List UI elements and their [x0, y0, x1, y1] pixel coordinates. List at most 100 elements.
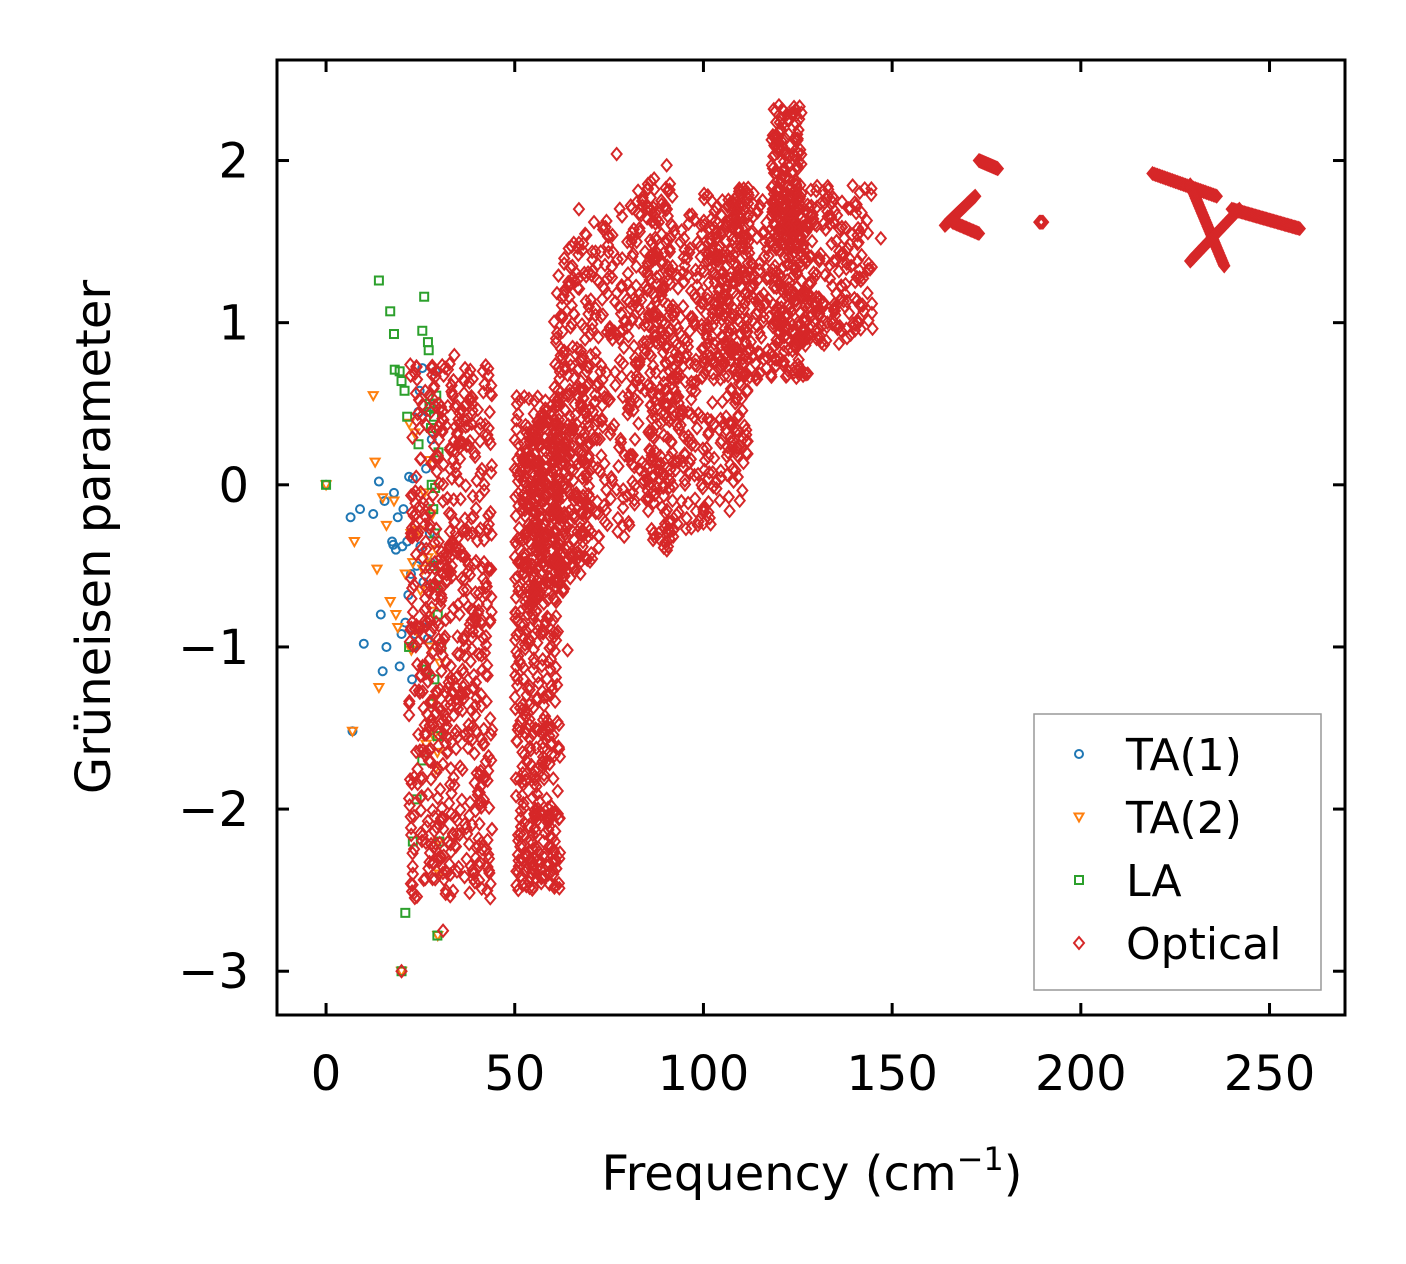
- data-point: [449, 838, 463, 855]
- data-point: [549, 330, 563, 347]
- data-point: [683, 244, 696, 261]
- data-point: [403, 797, 416, 814]
- data-point: [739, 427, 753, 443]
- data-point: [544, 628, 557, 645]
- data-point: [792, 146, 805, 162]
- data-point: [485, 821, 499, 837]
- data-point: [991, 161, 1005, 177]
- data-point: [462, 730, 475, 746]
- data-point: [422, 337, 433, 348]
- data-point: [562, 504, 575, 520]
- data-point: [542, 809, 556, 825]
- y-tick-label: 0: [218, 458, 249, 514]
- data-point: [749, 367, 763, 383]
- data-point: [580, 466, 593, 482]
- data-point: [519, 708, 532, 725]
- data-point: [658, 198, 672, 214]
- data-point: [413, 420, 426, 436]
- data-point: [842, 200, 855, 216]
- data-point: [551, 393, 565, 409]
- data-point: [1217, 258, 1231, 274]
- data-point: [786, 343, 799, 359]
- data-point: [545, 746, 558, 762]
- data-point: [458, 816, 472, 832]
- data-point: [732, 407, 745, 423]
- data-point: [599, 219, 612, 235]
- data-point: [808, 216, 822, 232]
- data-point: [740, 383, 754, 399]
- data-point: [681, 404, 695, 420]
- data-point: [858, 180, 872, 197]
- data-point: [468, 707, 482, 723]
- data-point: [620, 292, 634, 308]
- data-point: [663, 449, 677, 465]
- data-point: [777, 354, 791, 370]
- data-point: [549, 523, 562, 540]
- data-point: [671, 516, 684, 532]
- data-point: [536, 749, 550, 765]
- data-point: [407, 508, 421, 524]
- data-point: [485, 526, 498, 542]
- data-point: [426, 694, 440, 710]
- data-point: [697, 186, 711, 202]
- data-point: [762, 248, 775, 264]
- data-point: [592, 528, 606, 545]
- data-point: [667, 303, 681, 319]
- data-point: [725, 339, 738, 355]
- data-point: [642, 318, 655, 334]
- data-point: [529, 504, 543, 520]
- data-point: [647, 430, 661, 446]
- data-point: [388, 539, 399, 550]
- data-point: [470, 533, 484, 549]
- data-point: [563, 259, 577, 275]
- data-point: [436, 403, 450, 419]
- data-point: [464, 653, 477, 670]
- data-point: [825, 278, 839, 294]
- data-point: [508, 689, 522, 705]
- data-point: [428, 554, 442, 570]
- data-point: [517, 617, 531, 633]
- data-point: [756, 192, 769, 208]
- data-point: [479, 628, 493, 644]
- data-point: [436, 865, 450, 881]
- data-point: [810, 199, 824, 215]
- legend-label: LA: [1126, 856, 1182, 907]
- data-point: [410, 358, 423, 374]
- data-point: [628, 431, 642, 447]
- data-point: [465, 613, 478, 629]
- data-point: [452, 859, 465, 875]
- data-point: [746, 223, 759, 239]
- data-point: [626, 246, 640, 262]
- data-point: [790, 370, 803, 386]
- data-point: [407, 808, 421, 824]
- data-point: [658, 534, 672, 550]
- data-point: [391, 622, 404, 635]
- data-point: [874, 230, 888, 246]
- data-point: [648, 230, 662, 246]
- data-point: [419, 534, 433, 550]
- data-point: [389, 610, 403, 622]
- data-point: [561, 642, 574, 658]
- data-point: [701, 286, 714, 302]
- data-point: [728, 207, 741, 223]
- data-point: [406, 845, 419, 861]
- data-point: [865, 296, 879, 312]
- data-point: [804, 275, 818, 291]
- data-point: [445, 785, 458, 801]
- data-point: [430, 464, 444, 480]
- data-point: [420, 417, 433, 433]
- data-point: [474, 415, 487, 432]
- data-point: [849, 205, 863, 221]
- data-point: [467, 555, 481, 572]
- data-point: [400, 907, 411, 918]
- data-point: [660, 157, 673, 173]
- data-point: [427, 717, 440, 733]
- data-point: [387, 496, 401, 508]
- legend-item: LA: [1074, 856, 1182, 907]
- data-point: [627, 338, 641, 354]
- x-axis-title-suffix: ): [1004, 1146, 1023, 1202]
- data-point: [641, 483, 655, 499]
- data-point: [799, 250, 812, 266]
- data-point: [473, 433, 487, 449]
- data-point: [444, 658, 458, 674]
